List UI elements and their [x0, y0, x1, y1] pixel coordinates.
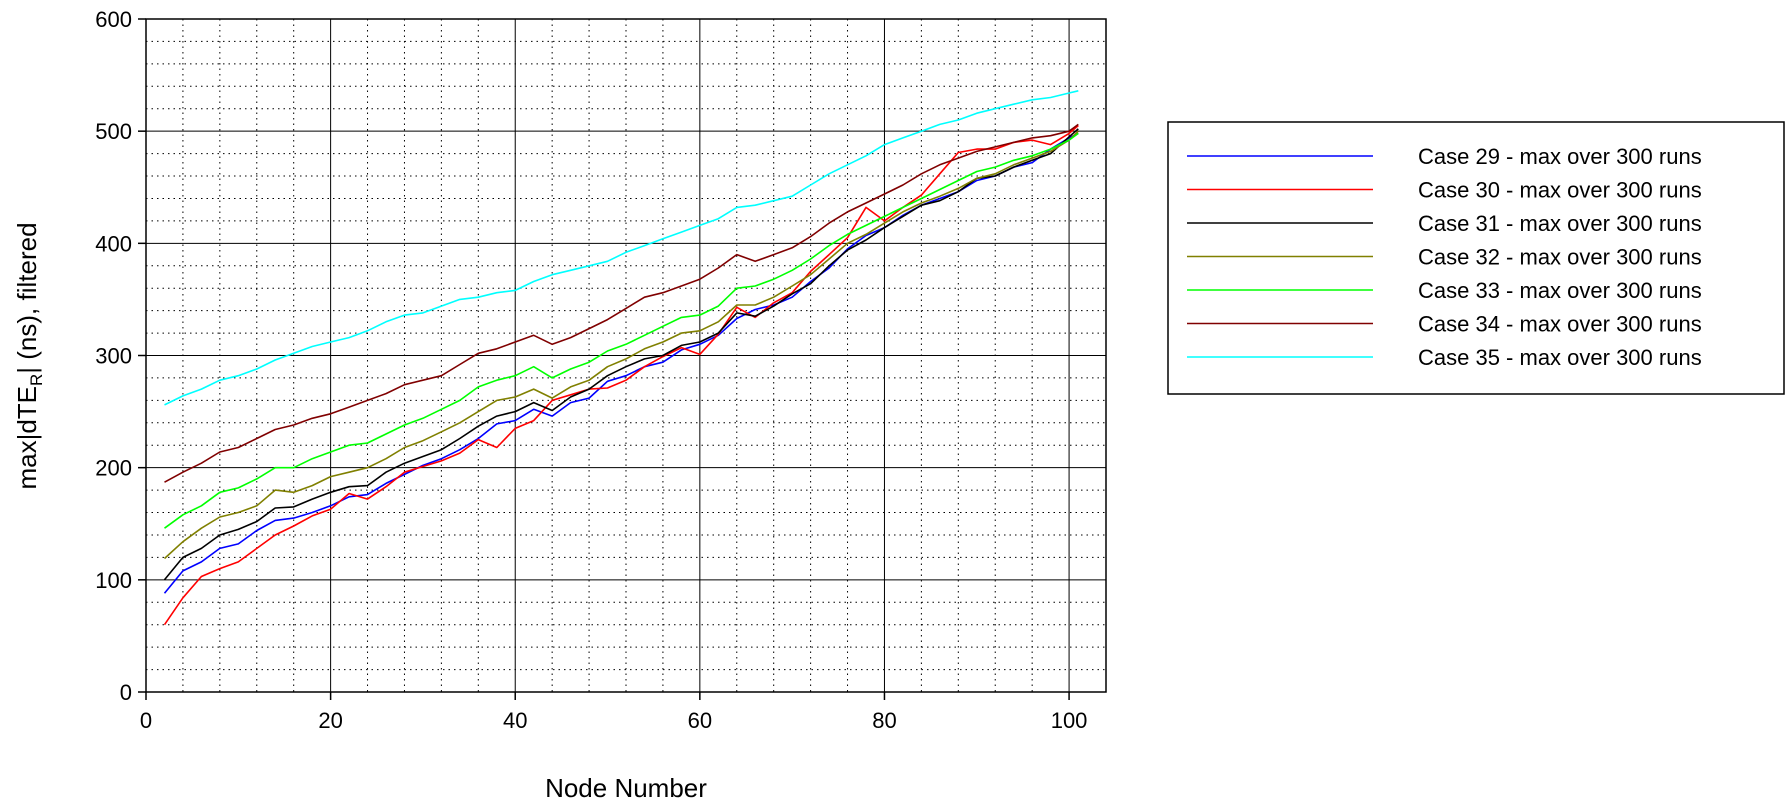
tick-marks	[138, 18, 1070, 700]
y-tick-label: 0	[120, 680, 132, 705]
series-line-4	[163, 130, 1079, 560]
series-line-5	[164, 132, 1079, 529]
legend-label-1: Case 29 - max over 300 runs	[1418, 144, 1702, 169]
y-axis-title: max|dTER| (ns), filtered	[12, 222, 46, 489]
y-tick-label: 500	[95, 119, 132, 144]
y-tick-label: 300	[95, 344, 132, 369]
series-line-1	[163, 132, 1079, 594]
legend-box	[1167, 121, 1785, 395]
series-line-7	[164, 90, 1079, 406]
x-tick-label: 80	[872, 708, 896, 733]
legend-label-4: Case 32 - max over 300 runs	[1418, 245, 1702, 270]
series-line-3	[163, 128, 1079, 581]
legend-label-3: Case 31 - max over 300 runs	[1418, 211, 1702, 236]
y-axis-tick-labels: 0 100 200 300 400 500 600	[95, 7, 132, 705]
series-line-2	[163, 124, 1079, 626]
legend-label-7: Case 35 - max over 300 runs	[1418, 345, 1702, 370]
x-tick-label: 0	[140, 708, 152, 733]
y-tick-label: 400	[95, 231, 132, 256]
x-tick-label: 60	[688, 708, 712, 733]
x-tick-label: 20	[318, 708, 342, 733]
x-tick-label: 40	[503, 708, 527, 733]
legend: Case 29 - max over 300 runs Case 30 - max…	[1167, 121, 1785, 395]
series-line-6	[164, 123, 1079, 483]
legend-items: Case 29 - max over 300 runs Case 30 - max…	[1187, 144, 1702, 370]
legend-label-2: Case 30 - max over 300 runs	[1418, 178, 1702, 203]
legend-label-5: Case 33 - max over 300 runs	[1418, 278, 1702, 303]
y-axis-title-subscript: R	[27, 374, 46, 386]
y-axis-title-suffix: | (ns), filtered	[12, 222, 42, 373]
x-tick-label: 100	[1051, 708, 1088, 733]
x-axis-tick-labels: 0 20 40 60 80 100	[140, 708, 1088, 733]
y-tick-label: 600	[95, 7, 132, 32]
y-axis-title-main: max|dTE	[12, 386, 42, 490]
y-tick-label: 100	[95, 568, 132, 593]
y-tick-label: 200	[95, 456, 132, 481]
series-lines	[163, 90, 1079, 626]
x-axis-title: Node Number	[545, 773, 707, 800]
legend-label-6: Case 34 - max over 300 runs	[1418, 312, 1702, 337]
